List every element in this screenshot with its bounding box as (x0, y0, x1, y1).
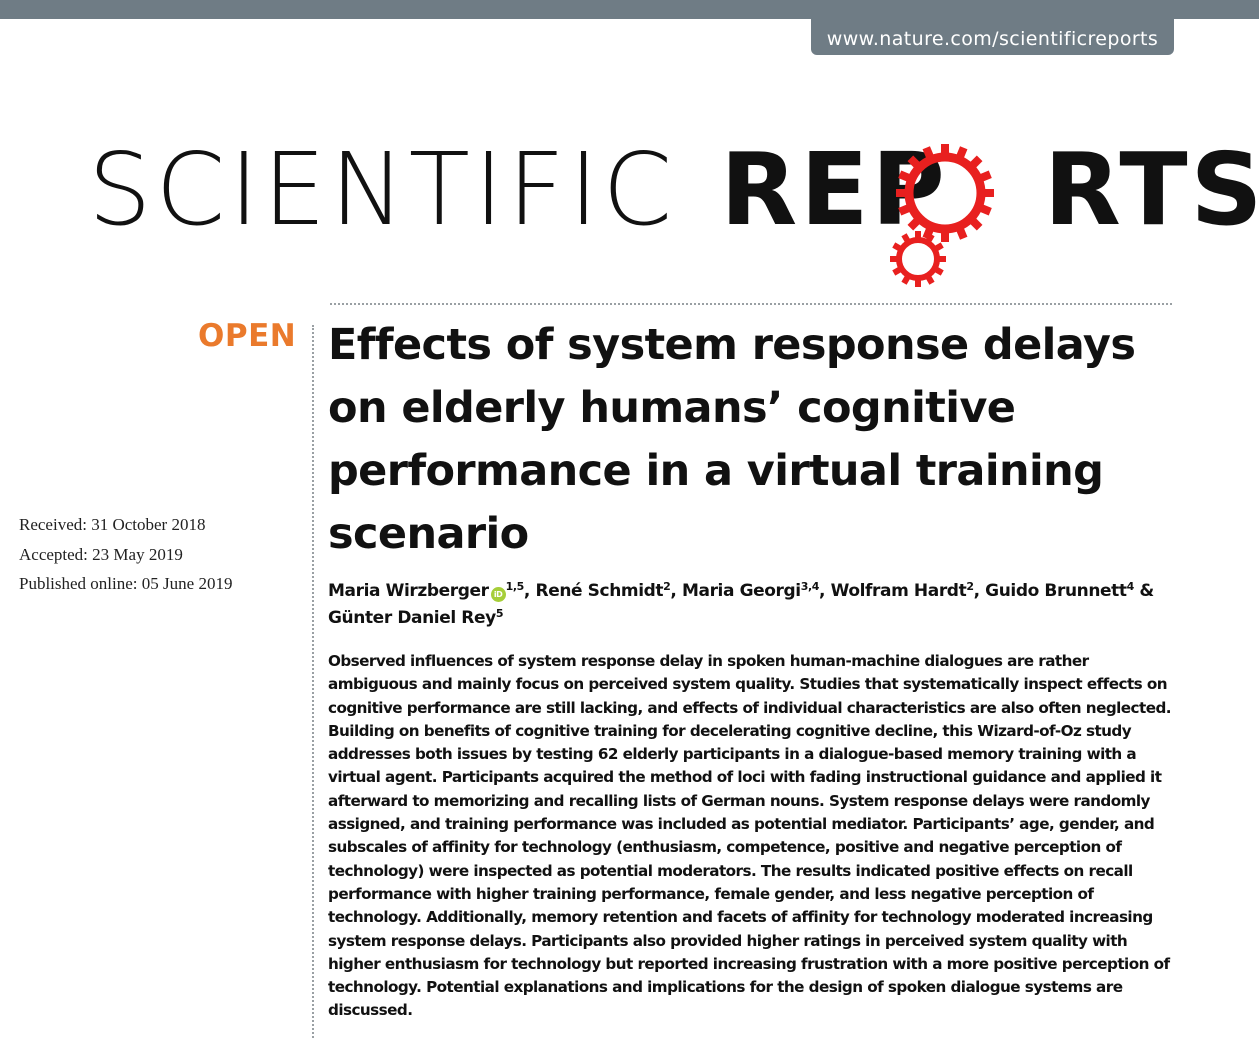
author-name[interactable]: Maria Georgi (681, 581, 801, 601)
journal-url-link[interactable]: www.nature.com/scientificreports (811, 19, 1174, 55)
published-date: Published online: 05 June 2019 (19, 574, 233, 593)
author-affiliation: 4 (1126, 580, 1135, 593)
journal-name-light: SCIENTIFIC (88, 131, 677, 248)
author-affiliation: 5 (495, 607, 504, 620)
gear-icon (896, 144, 994, 242)
author-name[interactable]: René Schmidt (535, 581, 664, 601)
article-dates: Received: 31 October 2018 Accepted: 23 M… (19, 510, 299, 599)
author-name[interactable]: Guido Brunnett (985, 581, 1127, 601)
author-separator: & (1133, 581, 1154, 601)
journal-masthead: SCIENTIFIC REP RTS (88, 140, 1259, 280)
column-divider (312, 325, 314, 1038)
top-bar (0, 0, 1259, 19)
author-separator: , (819, 581, 831, 601)
author-affiliation: 2 (663, 580, 671, 593)
open-access-label: OPEN (198, 318, 297, 354)
header-divider (330, 303, 1172, 305)
author-name[interactable]: Günter Daniel Rey (328, 608, 496, 628)
author-separator: , (523, 581, 536, 601)
article-title: Effects of system response delays on eld… (328, 320, 1136, 559)
journal-name-bold-end: RTS (1043, 131, 1259, 248)
accepted-date: Accepted: 23 May 2019 (19, 544, 183, 564)
author-list: Maria Wirzberger iD1,5, René Schmidt2, Ma… (328, 578, 1178, 632)
small-gear-icon (890, 231, 946, 287)
author-affiliation: 1,5 (505, 580, 525, 593)
author-affiliation: 3,4 (800, 580, 820, 593)
received-date: Received: 31 October 2018 (19, 515, 206, 534)
author-affiliation: 2 (966, 580, 974, 593)
author-name[interactable]: Maria Wirzberger (328, 581, 489, 601)
author-separator: , (670, 581, 682, 601)
abstract-text: Observed influences of system response d… (328, 652, 1172, 1020)
orcid-icon[interactable]: iD (490, 587, 506, 602)
author-name[interactable]: Wolfram Hardt (830, 581, 967, 601)
author-separator: , (973, 581, 986, 601)
